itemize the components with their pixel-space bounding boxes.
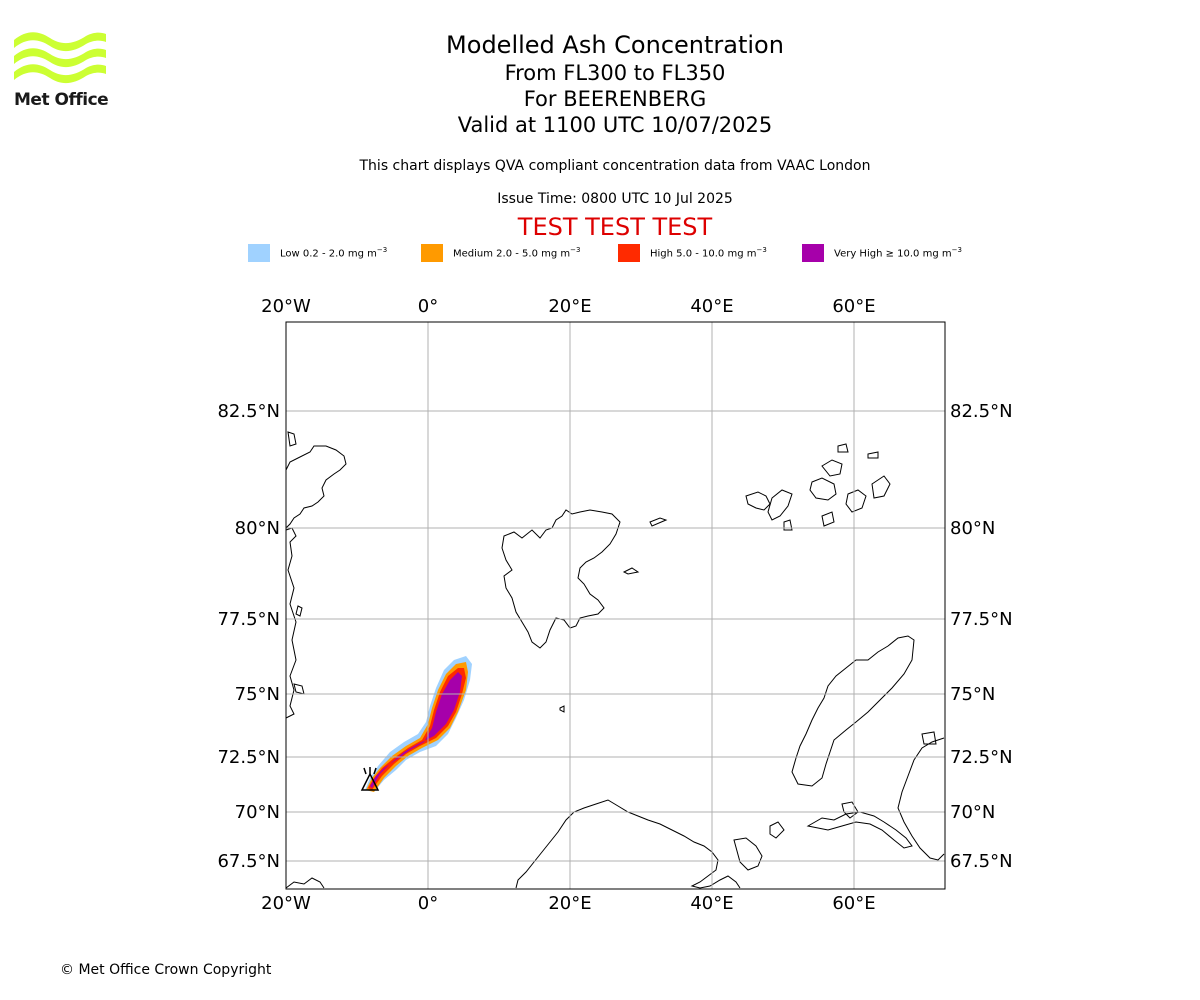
met-office-logo: Met Office (14, 30, 109, 112)
main-title: Modelled Ash Concentration (446, 31, 784, 59)
coastline-franz-josef-2 (767, 489, 793, 521)
bottom-lon-label: 20°W (261, 893, 311, 914)
coastline-franz-josef (745, 491, 771, 511)
legend-swatch-high (618, 244, 640, 262)
coastline-franz-josef-4 (821, 459, 843, 477)
bottom-lon-label: 0° (418, 893, 438, 914)
coastline-pechora (806, 811, 913, 849)
legend-label-low: Low 0.2 - 2.0 mg m (280, 248, 377, 260)
coastline-svalbard (501, 509, 621, 649)
coastline-franz-josef-6 (871, 475, 891, 499)
legend-label-very-high: Very High ≥ 10.0 mg m (834, 248, 952, 260)
met-office-waves-icon (14, 32, 106, 84)
top-lon-label: 20°W (261, 296, 311, 317)
qva-subtitle: This chart displays QVA compliant concen… (359, 158, 871, 174)
coastline-franz-josef-8 (867, 451, 879, 459)
left-lat-label: 77.5°N (217, 609, 280, 630)
coastline-scandinavia (515, 799, 741, 889)
copyright-notice: © Met Office Crown Copyright (60, 962, 272, 978)
valid-time-title: Valid at 1100 UTC 10/07/2025 (457, 113, 773, 137)
legend-label-high: High 5.0 - 10.0 mg m (650, 248, 757, 260)
left-lat-label: 67.5°N (217, 851, 280, 872)
ash-plume (365, 656, 472, 792)
coastline-greenland-south (285, 877, 325, 889)
right-lat-label: 72.5°N (950, 747, 1013, 768)
top-lon-label: 40°E (690, 296, 733, 317)
top-lon-label: 60°E (832, 296, 875, 317)
top-lon-label: 0° (418, 296, 438, 317)
coastline-kong-karls (622, 567, 640, 575)
left-lat-label: 70°N (235, 802, 280, 823)
right-lat-label: 77.5°N (950, 609, 1013, 630)
left-lat-label: 82.5°N (217, 401, 280, 422)
logo-wordmark: Met Office (14, 90, 109, 110)
coastline-novaya-zemlya (791, 635, 915, 787)
coastline-bjornoya (559, 705, 565, 713)
tick-labels: 20°W 20°W 0° 0° 20°E 20°E 40°E 40°E 60°E 60°E 82.5… (217, 296, 1012, 914)
volcano-marker-icon (360, 767, 380, 791)
legend-label-medium: Medium 2.0 - 5.0 mg m (453, 248, 571, 260)
right-lat-label: 67.5°N (950, 851, 1013, 872)
gridlines (286, 322, 945, 889)
coastline-svalbard-nordaust (649, 517, 668, 527)
legend-swatch-low (248, 244, 270, 262)
coastline-greenland-island-2 (295, 605, 303, 617)
left-lat-label: 75°N (235, 684, 280, 705)
coastline-franz-josef-7 (837, 443, 849, 453)
issue-time: Issue Time: 0800 UTC 10 Jul 2025 (497, 191, 733, 207)
coastline-greenland (285, 445, 347, 529)
legend-swatch-very-high (802, 244, 824, 262)
left-lat-label: 80°N (235, 518, 280, 539)
top-lon-label: 20°E (548, 296, 591, 317)
test-banner: TEST TEST TEST (517, 213, 713, 241)
coastline-white-sea (733, 837, 763, 871)
coastline-belyy (921, 731, 937, 745)
right-lat-label: 75°N (950, 684, 995, 705)
coastline-greenland-island-3 (293, 683, 305, 695)
bottom-lon-label: 20°E (548, 893, 591, 914)
legend-swatch-medium (421, 244, 443, 262)
right-lat-label: 80°N (950, 518, 995, 539)
coastline-franz-josef-5 (845, 489, 867, 513)
left-lat-label: 72.5°N (217, 747, 280, 768)
volcano-title: For BEERENBERG (523, 87, 707, 111)
map-frame (285, 321, 946, 890)
coastline-yamal (897, 737, 945, 861)
right-lat-label: 82.5°N (950, 401, 1013, 422)
ash-zone-very-high (370, 672, 462, 788)
coastlines (285, 431, 945, 889)
coastline-kanin (769, 821, 785, 839)
coastline-franz-josef-10 (783, 519, 793, 531)
flight-level-title: From FL300 to FL350 (504, 61, 726, 85)
chart-titles: Modelled Ash Concentration From FL300 to… (0, 30, 1200, 138)
coastline-greenland-island (287, 431, 297, 447)
coastline-vaygach (841, 801, 859, 819)
coastline-greenland-2 (285, 527, 297, 719)
right-lat-label: 70°N (950, 802, 995, 823)
coastline-franz-josef-3 (809, 477, 837, 501)
bottom-lon-label: 40°E (690, 893, 733, 914)
coastline-franz-josef-9 (821, 511, 835, 527)
bottom-lon-label: 60°E (832, 893, 875, 914)
